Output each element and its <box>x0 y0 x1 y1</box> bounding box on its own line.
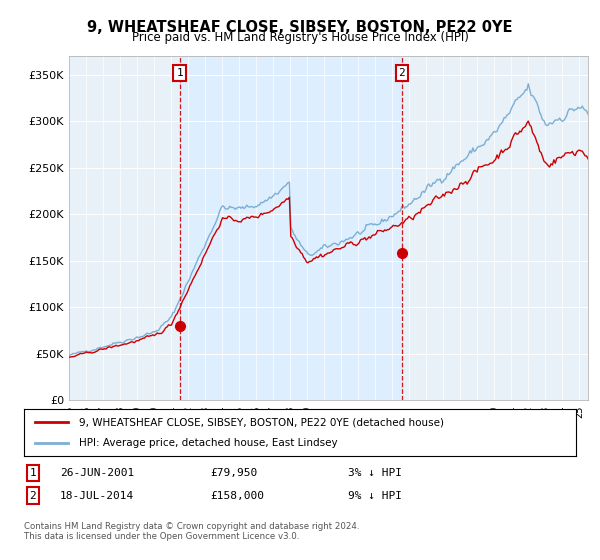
Text: Price paid vs. HM Land Registry's House Price Index (HPI): Price paid vs. HM Land Registry's House … <box>131 31 469 44</box>
Text: 9, WHEATSHEAF CLOSE, SIBSEY, BOSTON, PE22 0YE (detached house): 9, WHEATSHEAF CLOSE, SIBSEY, BOSTON, PE2… <box>79 417 444 427</box>
Text: Contains HM Land Registry data © Crown copyright and database right 2024.
This d: Contains HM Land Registry data © Crown c… <box>24 522 359 542</box>
Text: 9% ↓ HPI: 9% ↓ HPI <box>348 491 402 501</box>
Text: 2: 2 <box>29 491 37 501</box>
Text: 18-JUL-2014: 18-JUL-2014 <box>60 491 134 501</box>
Text: £158,000: £158,000 <box>210 491 264 501</box>
Text: £79,950: £79,950 <box>210 468 257 478</box>
Text: 1: 1 <box>29 468 37 478</box>
Text: 2: 2 <box>398 68 405 78</box>
Text: 1: 1 <box>176 68 183 78</box>
Text: 3% ↓ HPI: 3% ↓ HPI <box>348 468 402 478</box>
Text: HPI: Average price, detached house, East Lindsey: HPI: Average price, detached house, East… <box>79 438 338 448</box>
Bar <box>179 56 401 400</box>
Text: 9, WHEATSHEAF CLOSE, SIBSEY, BOSTON, PE22 0YE: 9, WHEATSHEAF CLOSE, SIBSEY, BOSTON, PE2… <box>87 20 513 35</box>
Text: 26-JUN-2001: 26-JUN-2001 <box>60 468 134 478</box>
